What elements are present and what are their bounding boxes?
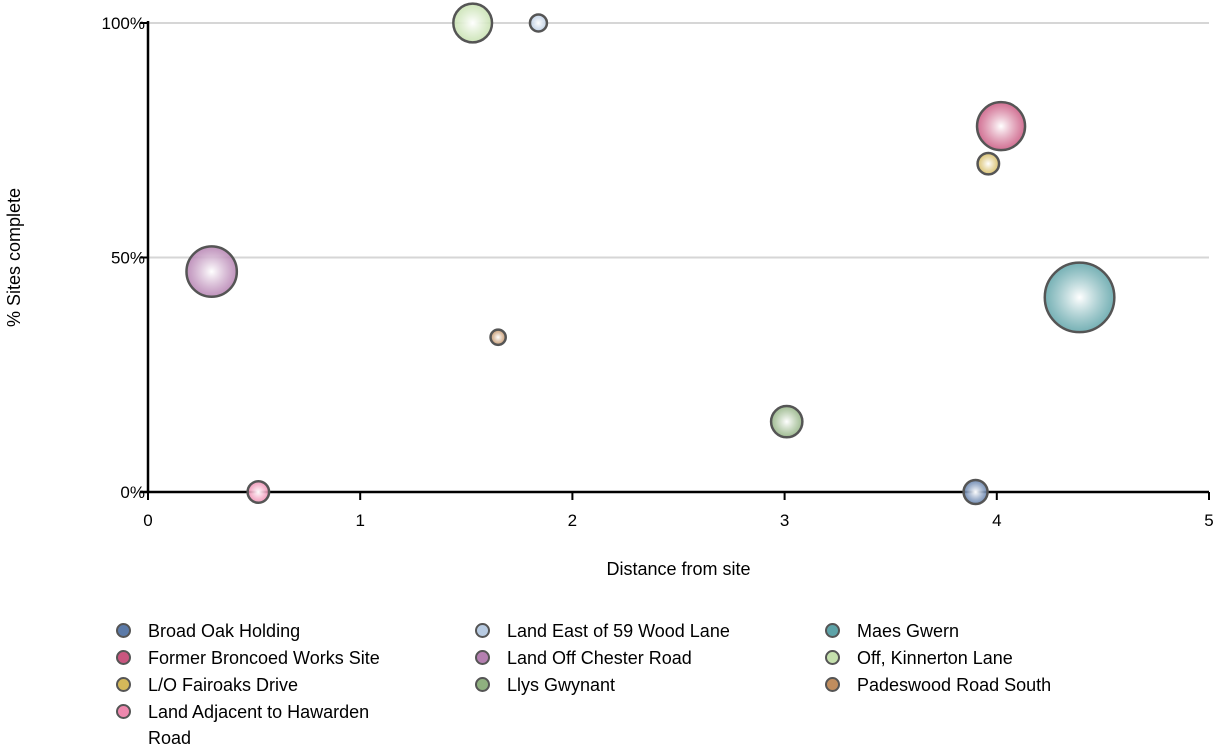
bubble-off-kinnerton-lane[interactable]	[452, 2, 494, 44]
legend-swatch	[116, 677, 131, 692]
bubble-land-adjacent-to-hawarden-road[interactable]	[246, 480, 271, 504]
legend-label: Padeswood Road South	[857, 675, 1052, 695]
legend-swatch	[116, 650, 131, 665]
legend-label: Land East of 59 Wood Lane	[507, 621, 730, 641]
legend-swatch	[825, 677, 840, 692]
y-tick-label: 100%	[102, 14, 145, 33]
legend-item[interactable]: L/O Fairoaks Drive	[116, 672, 298, 698]
legend-swatch	[116, 704, 131, 719]
x-tick-label: 2	[568, 511, 577, 530]
bubble-broad-oak-holding[interactable]	[962, 478, 989, 506]
legend-item[interactable]: Land Adjacent to Hawarden Road	[116, 699, 416, 751]
bubble-land-east-of-59-wood-lane[interactable]	[528, 13, 549, 33]
bubble-land-off-chester-road[interactable]	[185, 245, 239, 298]
legend-item[interactable]: Llys Gwynant	[475, 672, 615, 698]
x-tick-label: 5	[1204, 511, 1213, 530]
x-tick-label: 4	[992, 511, 1001, 530]
y-tick-label: 0%	[120, 483, 145, 502]
legend-swatch	[825, 623, 840, 638]
legend-item[interactable]: Maes Gwern	[825, 618, 959, 644]
legend-swatch	[475, 650, 490, 665]
grid-lines	[148, 22, 1209, 259]
x-tick-label: 0	[143, 511, 152, 530]
legend-label: Land Adjacent to Hawarden Road	[148, 702, 370, 748]
x-axis-title: Distance from site	[606, 559, 750, 579]
bubble-padeswood-road-south[interactable]	[489, 328, 507, 347]
bubbles	[185, 2, 1116, 506]
bubble-l-o-fairoaks-drive[interactable]	[976, 151, 1001, 176]
legend-label: Maes Gwern	[857, 621, 960, 641]
legend-swatch	[825, 650, 840, 665]
x-tick-label: 3	[780, 511, 789, 530]
legend-item[interactable]: Padeswood Road South	[825, 672, 1051, 698]
bubble-maes-gwern[interactable]	[1043, 261, 1116, 334]
legend-label: L/O Fairoaks Drive	[148, 675, 299, 695]
legend-item[interactable]: Former Broncoed Works Site	[116, 645, 380, 671]
axes: 0% 50% 100% 0 1 2 3 4 5	[102, 14, 1214, 530]
legend-item[interactable]: Broad Oak Holding	[116, 618, 300, 644]
legend-label: Broad Oak Holding	[148, 621, 301, 641]
legend-swatch	[475, 623, 490, 638]
legend-item[interactable]: Land Off Chester Road	[475, 645, 692, 671]
legend-item[interactable]: Off, Kinnerton Lane	[825, 645, 1013, 671]
legend-swatch	[475, 677, 490, 692]
y-tick-label: 50%	[111, 249, 145, 268]
legend-swatch	[116, 623, 131, 638]
y-axis-title: % Sites complete	[4, 188, 24, 327]
bubble-former-broncoed-works-site[interactable]	[975, 100, 1027, 152]
legend-label: Land Off Chester Road	[507, 648, 692, 668]
legend-label: Former Broncoed Works Site	[148, 648, 380, 668]
legend-label: Llys Gwynant	[507, 675, 616, 695]
legend-item[interactable]: Land East of 59 Wood Lane	[475, 618, 730, 644]
legend-label: Off, Kinnerton Lane	[857, 648, 1013, 668]
bubble-llys-gwynant[interactable]	[769, 404, 804, 439]
x-tick-label: 1	[355, 511, 364, 530]
